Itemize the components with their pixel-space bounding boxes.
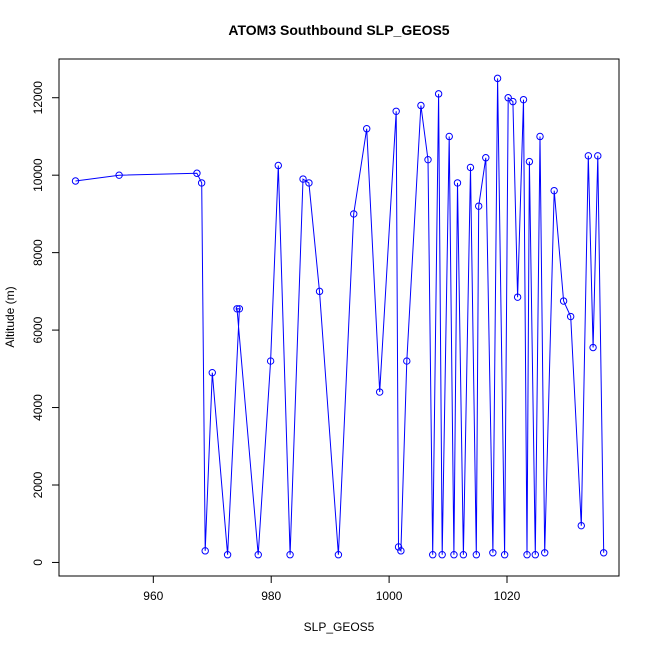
data-point: [482, 154, 490, 162]
y-tick-label: 4000: [31, 394, 45, 421]
data-point: [350, 210, 358, 218]
data-point: [403, 357, 411, 365]
data-point: [519, 95, 528, 104]
data-point: [274, 161, 282, 170]
data-point: [504, 94, 512, 102]
data-point: [594, 152, 602, 160]
data-point: [208, 368, 216, 377]
data-point: [523, 551, 531, 559]
data-point: [193, 169, 201, 177]
x-tick-label: 960: [143, 589, 163, 603]
y-tick-label: 12000: [31, 81, 45, 115]
y-tick-label: 2000: [31, 471, 45, 498]
data-point: [71, 177, 80, 185]
chart-title: ATOM3 Southbound SLP_GEOS5: [228, 22, 449, 38]
data-point: [197, 179, 206, 187]
series-layer: [71, 74, 608, 559]
data-point: [599, 549, 608, 557]
data-point: [566, 312, 575, 321]
data-point: [201, 547, 209, 555]
data-point: [450, 551, 458, 559]
data-point: [394, 543, 403, 551]
data-point: [489, 549, 497, 557]
data-point: [397, 547, 405, 555]
data-point: [434, 90, 443, 98]
data-point: [429, 551, 437, 559]
data-point: [286, 551, 294, 559]
data-point: [363, 125, 371, 133]
data-point: [445, 132, 453, 141]
data-point: [334, 551, 343, 559]
y-tick-label: 6000: [31, 316, 45, 343]
data-point: [541, 549, 549, 557]
axes: 960 980 1000 1020 0 2000 4000 6000 8000 10000 1200…: [31, 81, 521, 603]
data-point: [525, 157, 534, 166]
data-point: [315, 287, 324, 296]
data-point: [531, 551, 539, 559]
data-point: [375, 388, 384, 396]
data-point: [493, 74, 502, 83]
data-point: [459, 551, 468, 559]
data-point: [233, 305, 241, 313]
y-axis-title: Altitude (m): [3, 286, 17, 347]
data-point: [417, 101, 425, 110]
x-tick-label: 980: [261, 589, 281, 603]
data-point: [589, 343, 597, 352]
y-tick-label: 8000: [31, 239, 45, 266]
x-tick-label: 1000: [376, 589, 403, 603]
data-point: [453, 179, 462, 187]
data-point: [254, 551, 262, 559]
data-point: [559, 297, 568, 305]
x-axis-title: SLP_GEOS5: [304, 620, 375, 634]
data-point: [392, 107, 400, 115]
data-point: [584, 152, 593, 160]
data-point: [536, 132, 544, 141]
data-point: [475, 202, 483, 210]
data-point: [513, 293, 522, 301]
y-tick-label: 0: [31, 559, 45, 566]
plot-frame: [58, 58, 620, 577]
data-point: [466, 163, 475, 172]
data-point: [235, 305, 244, 313]
data-point: [550, 186, 558, 195]
data-point: [577, 521, 585, 530]
y-tick-label: 10000: [31, 158, 45, 192]
data-point: [115, 171, 123, 179]
data-point: [299, 175, 307, 183]
data-point: [223, 551, 232, 559]
data-point: [438, 551, 446, 559]
data-point: [509, 97, 517, 106]
data-point: [472, 551, 481, 559]
x-tick-label: 1020: [494, 589, 521, 603]
data-point: [424, 155, 432, 164]
data-point: [500, 551, 509, 559]
data-point: [305, 179, 313, 187]
series-line: [75, 78, 605, 555]
data-point: [266, 357, 275, 365]
